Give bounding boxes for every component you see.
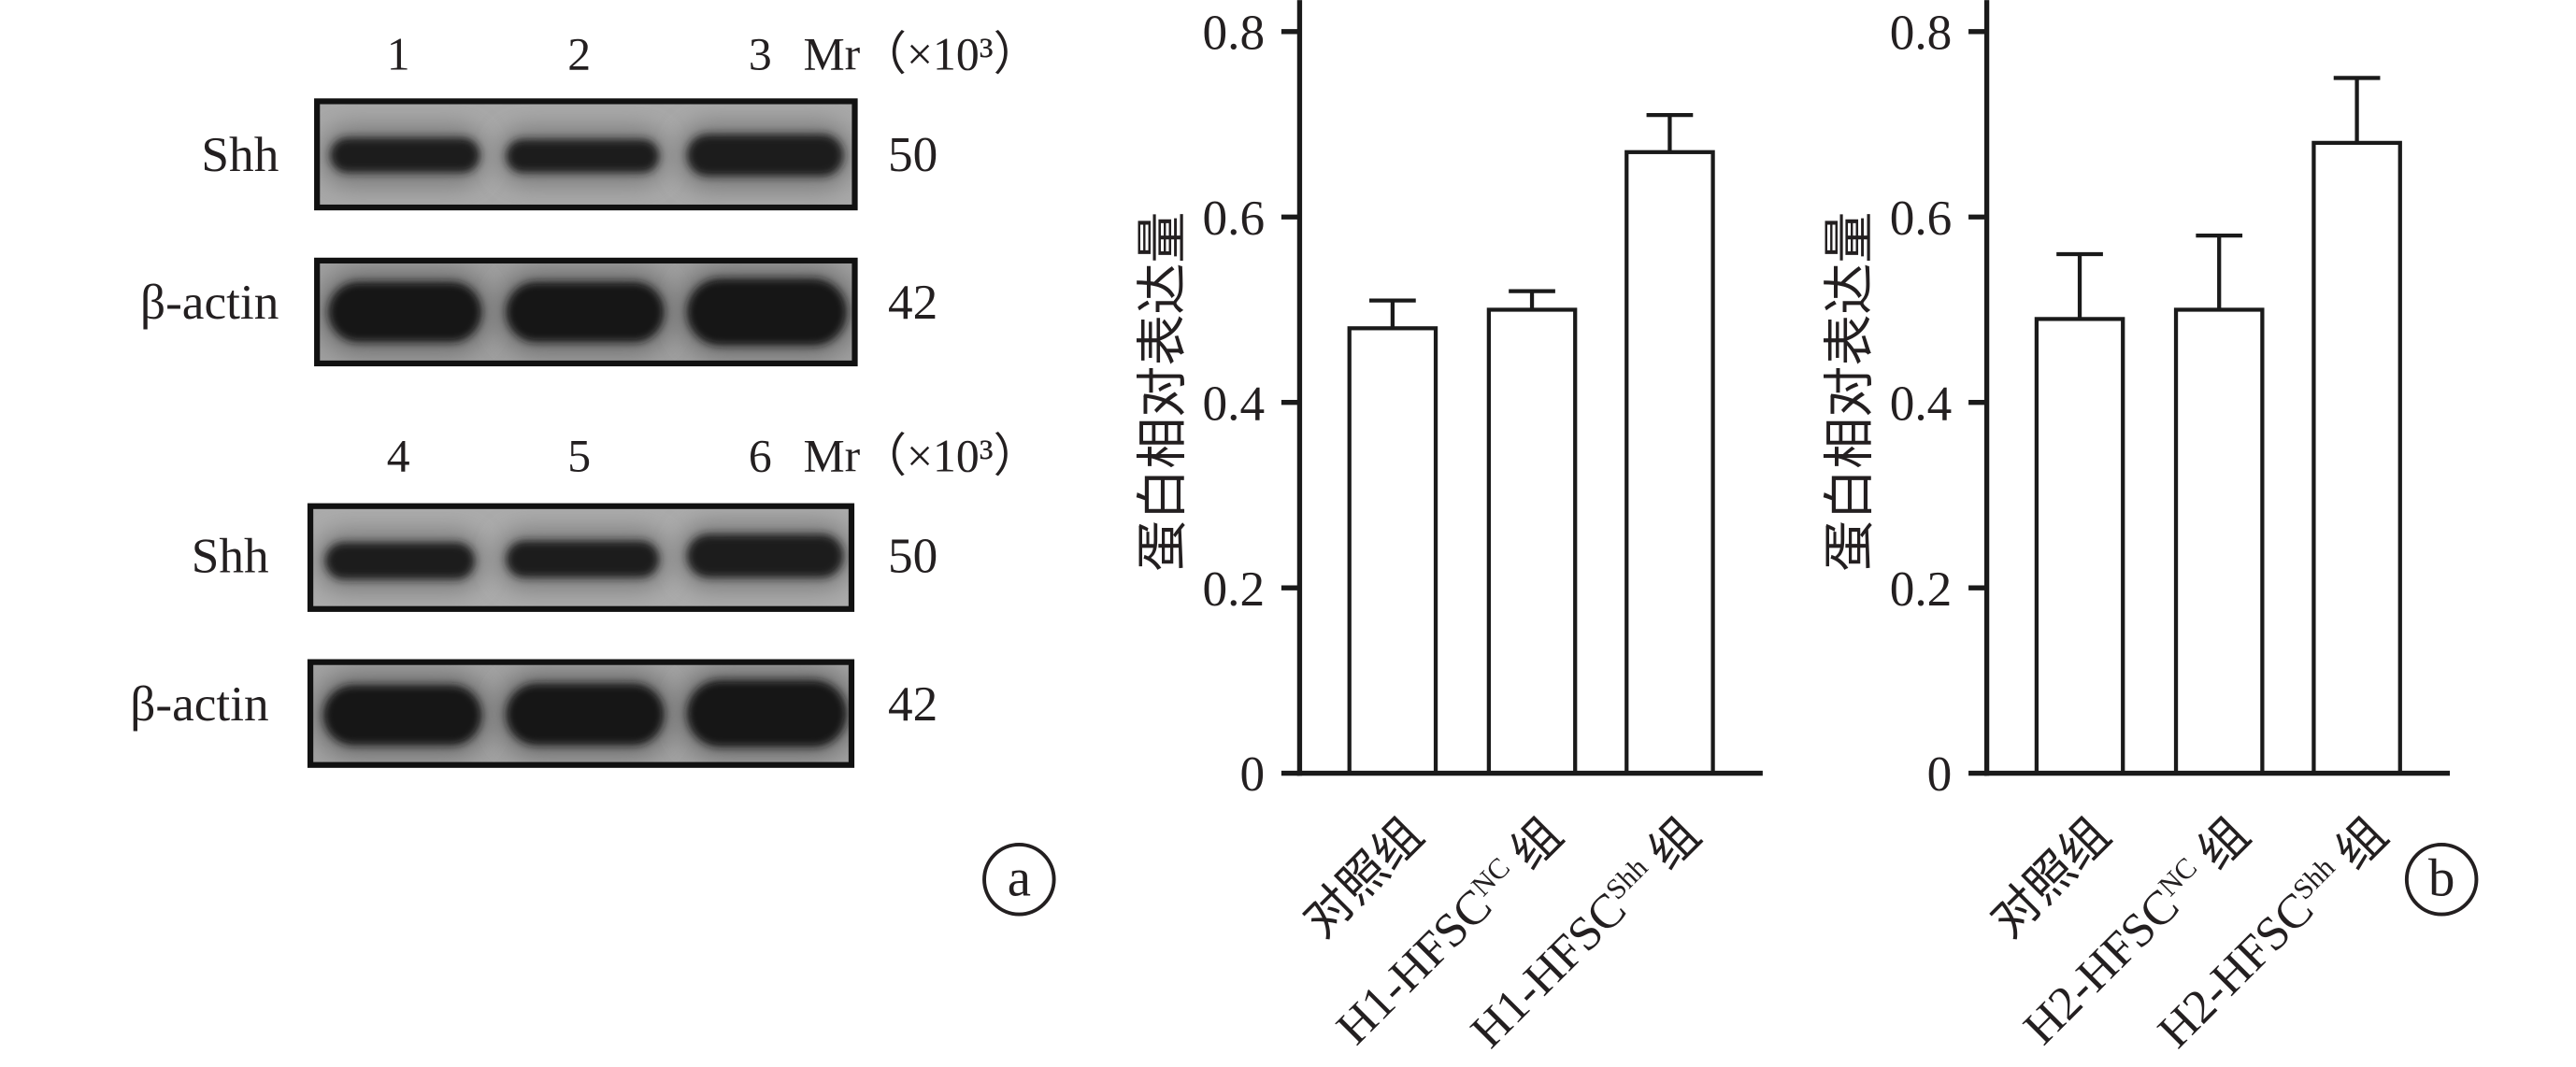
blot-bands	[318, 267, 855, 357]
blot-band	[506, 139, 659, 173]
blot-frame	[314, 257, 858, 367]
lane-number: 5	[567, 430, 591, 481]
category-label-text: 对照组	[1982, 808, 2122, 948]
blot-band	[506, 281, 665, 342]
blot-bands	[320, 122, 853, 190]
blot-image-beta-actin	[307, 659, 855, 768]
panel-label-circle	[982, 843, 1056, 917]
blot-bands	[313, 668, 852, 759]
blot-image-beta-actin	[314, 257, 858, 367]
lane-number: 1	[387, 29, 410, 80]
bar	[1347, 326, 1438, 775]
mr-value: 42	[888, 676, 937, 732]
panel-label-text: a	[1008, 848, 1031, 907]
mr-value: 42	[888, 275, 937, 330]
bar	[2173, 307, 2265, 775]
bar	[1624, 149, 1715, 775]
blot-frame	[307, 503, 855, 612]
blot-band	[325, 542, 475, 579]
category-label-text: 对照组	[1294, 808, 1434, 948]
blot-group-2: 4 5 6 Mr（×10³） Shh 50 β-actin	[130, 430, 1039, 768]
y-axis-label: 蛋白相对表达量	[1134, 212, 1191, 572]
mr-header: Mr（×10³）	[803, 29, 1039, 80]
lane-number: 4	[387, 430, 410, 481]
protein-label-shh: Shh	[201, 127, 279, 182]
y-tick-label: 0.8	[1203, 5, 1266, 60]
protein-label-beta-actin: β-actin	[130, 676, 268, 732]
blot-band	[506, 683, 665, 746]
bar	[2034, 317, 2125, 775]
lane-number: 3	[749, 29, 772, 80]
lane-number: 6	[749, 430, 772, 481]
panel-label-a: a	[982, 843, 1056, 917]
mr-value: 50	[888, 529, 937, 584]
blot-band	[687, 680, 847, 747]
blot-image-shh	[307, 503, 855, 612]
y-tick-label: 0.2	[1890, 562, 1953, 617]
blot-image-shh	[314, 98, 858, 211]
y-tick-label: 0.4	[1890, 376, 1953, 431]
y-axis-label: 蛋白相对表达量	[1821, 212, 1878, 572]
blot-bands	[315, 522, 852, 591]
y-tick-label: 0	[1239, 747, 1265, 802]
blot-band	[687, 534, 844, 578]
blot-band	[687, 278, 847, 346]
y-tick-label: 0	[1927, 747, 1953, 802]
protein-label-shh: Shh	[192, 529, 269, 584]
blot-frame	[307, 659, 855, 768]
panel-label-circle	[2404, 843, 2479, 917]
lane-number: 2	[567, 29, 591, 80]
panel-label-b: b	[2404, 843, 2479, 917]
x-category-label: 对照组	[1982, 808, 2122, 948]
mr-header: Mr（×10³）	[803, 430, 1039, 481]
y-tick-label: 0.2	[1203, 562, 1266, 617]
y-tick-label: 0.4	[1203, 376, 1266, 431]
blot-band	[328, 281, 481, 342]
blot-frame	[314, 98, 858, 211]
x-category-label: 对照组	[1294, 808, 1434, 948]
blot-group-1: 1 2 3 Mr（×10³） Shh 50 β-actin	[140, 29, 1039, 367]
panel-label-text: b	[2428, 848, 2454, 907]
protein-label-beta-actin: β-actin	[140, 275, 279, 330]
blot-band	[323, 685, 481, 746]
bar	[1486, 307, 1578, 775]
blot-band	[687, 134, 844, 177]
y-tick-label: 0.6	[1203, 191, 1266, 246]
mr-value: 50	[888, 127, 937, 182]
y-tick-label: 0.6	[1890, 191, 1953, 246]
y-tick-label: 0.8	[1890, 5, 1953, 60]
blot-band	[330, 137, 480, 173]
panel-a: 1 2 3 Mr（×10³） Shh 50 β-actin	[130, 29, 1056, 917]
blot-band	[506, 540, 659, 578]
bar	[2311, 140, 2402, 775]
